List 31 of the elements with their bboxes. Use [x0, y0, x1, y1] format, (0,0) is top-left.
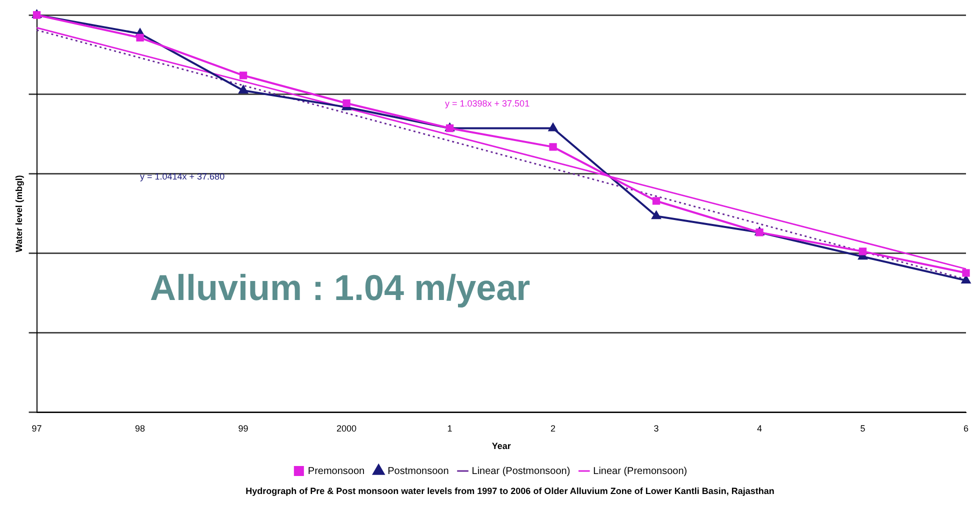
point [136, 34, 144, 42]
x-tick-label: 4 [757, 423, 762, 434]
point [549, 143, 557, 151]
annotation: y = 1.0398x + 37.501 [445, 98, 530, 108]
point [548, 123, 558, 132]
x-tick-label: 97 [32, 423, 42, 434]
point [962, 269, 970, 277]
x-tick-label: 2000 [336, 423, 357, 434]
x-tick-label: 98 [135, 423, 146, 434]
x-tick-label: 5 [860, 423, 866, 434]
x-tick-label: 2 [550, 423, 556, 434]
point [342, 99, 350, 108]
point [652, 211, 661, 220]
x-tick-label: 1 [447, 423, 452, 434]
point [238, 86, 248, 94]
legend-label: Linear (Postmonsoon) [472, 466, 570, 477]
annotation: y = 1.0414x + 37.680 [140, 171, 225, 182]
x-tick-label: 99 [238, 423, 248, 434]
point [239, 72, 248, 80]
y-axis-title: Water level (mbgl) [14, 175, 24, 252]
point [756, 228, 764, 236]
x-tick-label: 6 [963, 423, 969, 434]
legend-label: Premonsoon [308, 466, 365, 477]
text: Hydrograph of Pre & Post monsoon water levels from 1997 to 2006 of Older Alluvium Zone of Lower Kantli Basin, Rajasthan [244, 486, 776, 497]
legend-label: Linear (Premonsoon) [593, 466, 688, 477]
annotation: Alluvium : 1.04 m/year [150, 266, 530, 308]
x-tick-label: 3 [654, 423, 659, 434]
point [652, 197, 660, 205]
legend-label: Postmonsoon [388, 466, 449, 477]
x-axis-title: Year [492, 441, 512, 452]
point [858, 248, 867, 256]
